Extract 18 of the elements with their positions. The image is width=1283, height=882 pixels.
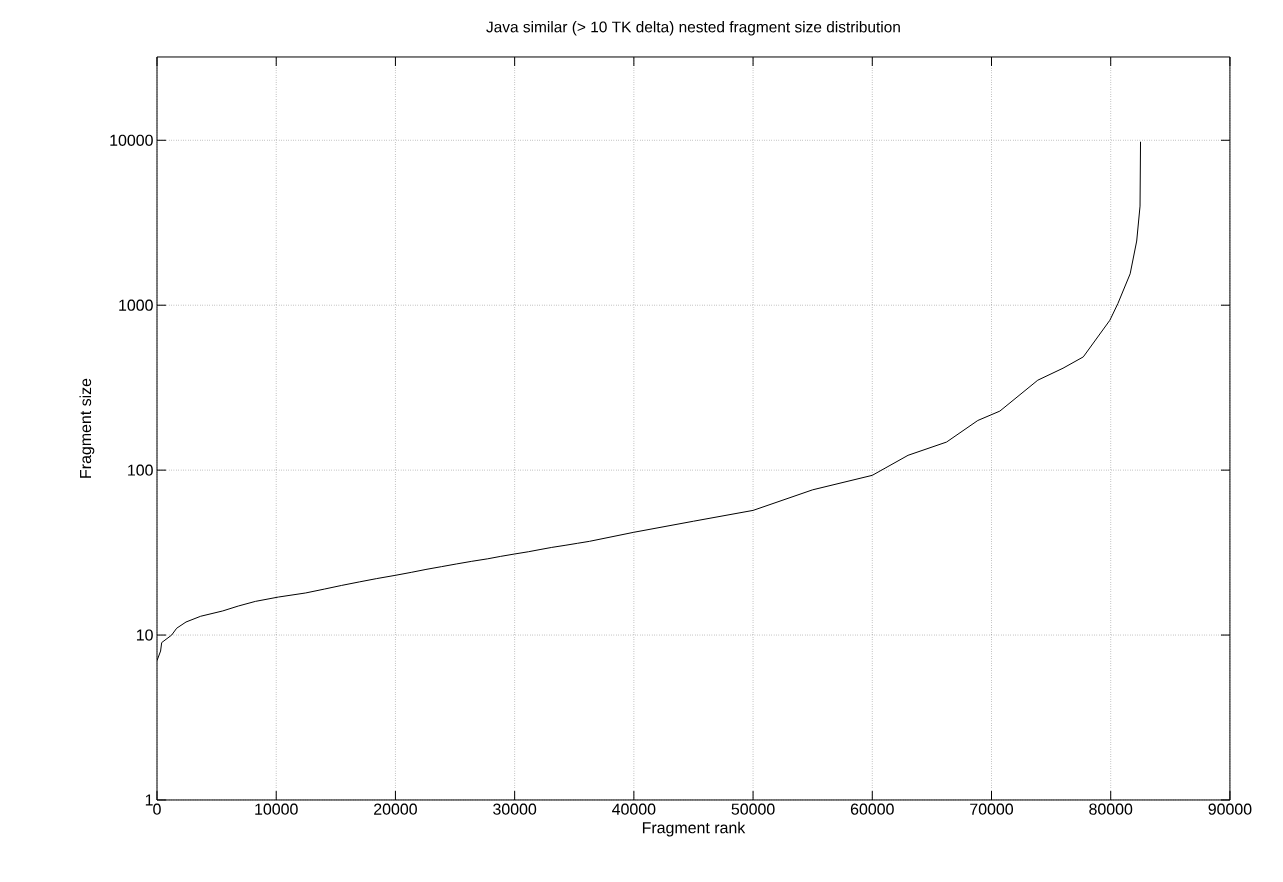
x-tick-label: 60000 [850,803,894,815]
y-tick-label: 100 [128,464,153,476]
y-tick-label: 10000 [110,134,153,146]
y-tick-label: 10 [136,629,153,641]
x-tick-label: 40000 [612,803,656,815]
x-tick-label: 20000 [374,803,417,815]
x-tick-label: 70000 [970,803,1014,815]
x-tick-label: 80000 [1089,803,1133,815]
y-axis-title: Fragment size [79,378,95,478]
y-tick-label: 1000 [119,299,153,311]
y-tick-label: 1 [145,794,153,806]
chart-title: Java similar (> 10 TK delta) nested fragment size distribution [486,21,900,36]
x-axis-title: Fragment rank [642,821,746,837]
x-tick-label: 30000 [493,803,537,815]
x-tick-label: 90000 [1208,803,1252,815]
x-tick-label: 0 [153,803,161,815]
x-tick-label: 50000 [731,803,775,815]
x-tick-label: 10000 [255,803,298,815]
